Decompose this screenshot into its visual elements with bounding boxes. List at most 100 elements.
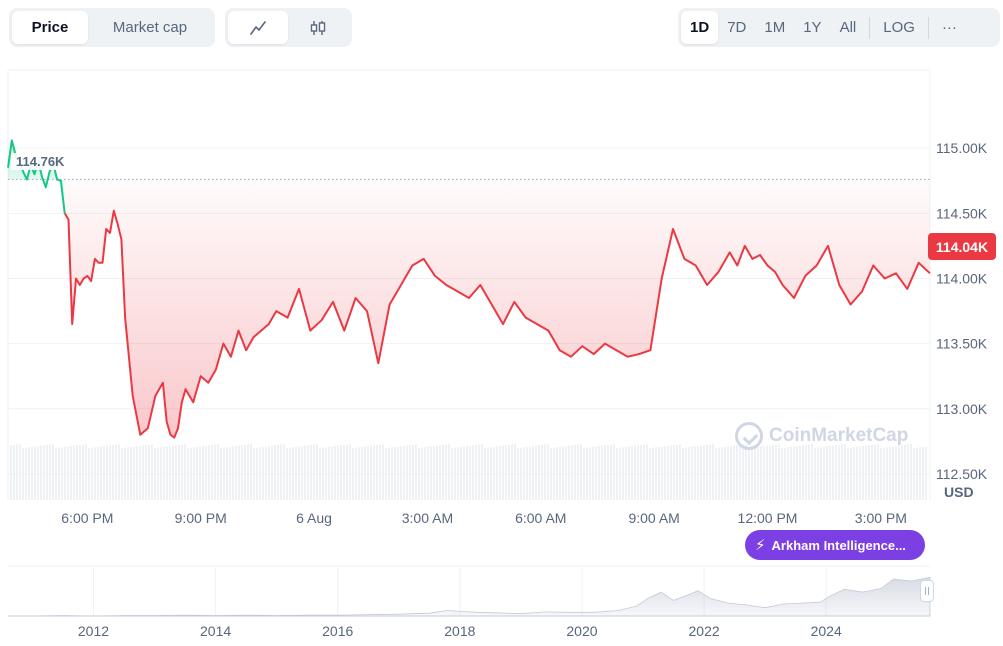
volume-bar: [370, 445, 372, 500]
volume-bar: [844, 444, 846, 500]
navigator-year-label: 2012: [78, 623, 109, 639]
volume-bar: [634, 445, 636, 500]
price-tab[interactable]: Price: [12, 11, 88, 44]
volume-bar: [826, 446, 828, 500]
volume-bar: [787, 447, 789, 500]
volume-bar: [214, 444, 216, 500]
volume-bar: [346, 444, 348, 500]
volume-bar: [571, 445, 573, 500]
volume-bar: [913, 448, 915, 500]
volume-bar: [202, 446, 204, 500]
navigator-year-label: 2020: [566, 623, 597, 639]
y-tick-label: 113.50K: [936, 336, 988, 352]
volume-bar: [664, 446, 666, 500]
y-tick-label: 115.00K: [936, 140, 988, 156]
arkham-label: Arkham Intelligence...: [771, 537, 906, 553]
navigator-handle[interactable]: [920, 580, 934, 602]
volume-bar: [46, 444, 48, 500]
volume-bar: [238, 445, 240, 500]
volume-bar: [484, 448, 486, 500]
volume-bar: [640, 444, 642, 500]
volume-bar: [427, 446, 429, 500]
volume-bar: [70, 446, 72, 500]
market-cap-tab[interactable]: Market cap: [112, 19, 188, 36]
volume-bar: [667, 445, 669, 500]
volume-bar: [109, 445, 111, 500]
volume-bar: [328, 446, 330, 500]
volume-bar: [223, 447, 225, 500]
volume-bar: [673, 444, 675, 500]
volume-bar: [766, 445, 768, 500]
volume-bar: [235, 446, 237, 500]
volume-bar: [334, 446, 336, 500]
volume-bar: [880, 448, 882, 500]
more-options-button[interactable]: ···: [941, 19, 957, 36]
navigator-year-label: 2014: [200, 623, 231, 639]
volume-bar: [829, 446, 831, 500]
range-1m-button[interactable]: 1M: [764, 19, 786, 36]
volume-bar: [367, 446, 369, 500]
volume-bar: [823, 446, 825, 500]
volume-bar: [271, 445, 273, 500]
volume-bar: [796, 446, 798, 500]
candlestick-button[interactable]: [288, 11, 348, 44]
volume-bar: [448, 444, 450, 500]
y-axis: 115.00K 114.50K 114.00K 113.50K 113.00K 112.5…: [936, 140, 988, 482]
range-1y-button[interactable]: 1Y: [803, 19, 822, 36]
navigator-year-label: 2022: [689, 623, 720, 639]
volume-bar: [319, 448, 321, 500]
volume-bar: [100, 446, 102, 500]
volume-bar: [838, 444, 840, 500]
volume-bar: [85, 444, 87, 500]
range-all-button[interactable]: All: [839, 19, 857, 36]
x-tick-label: 9:00 AM: [628, 510, 679, 526]
volume-bar: [61, 447, 63, 500]
volume-bar: [502, 445, 504, 500]
volume-bar: [280, 444, 282, 500]
volume-bar: [244, 444, 246, 500]
volume-bar: [217, 444, 219, 500]
volume-bar: [658, 446, 660, 500]
volume-bar: [730, 446, 732, 500]
toolbar-divider: [927, 16, 929, 39]
volume-bar: [82, 444, 84, 500]
volume-bar: [211, 444, 213, 500]
navigator-year-label: 2018: [444, 623, 475, 639]
volume-bar: [781, 448, 783, 500]
volume-bar: [715, 448, 717, 500]
log-scale-button[interactable]: LOG: [883, 19, 915, 36]
volume-bar: [193, 447, 195, 500]
volume-bar: [364, 446, 366, 500]
volume-bar: [604, 445, 606, 500]
arkham-intelligence-button[interactable]: ⚡ Arkham Intelligence...: [745, 530, 925, 560]
line-chart-button[interactable]: [228, 11, 288, 44]
x-tick-label: 3:00 PM: [855, 510, 907, 526]
range-1d-button[interactable]: 1D: [681, 11, 719, 44]
coinmarketcap-watermark: CoinMarketCap: [735, 422, 908, 450]
volume-bar: [769, 445, 771, 500]
volume-bar: [157, 447, 159, 500]
volume-bar: [130, 446, 132, 500]
volume-bar: [133, 446, 135, 500]
volume-bar: [505, 445, 507, 500]
volume-bar: [496, 446, 498, 500]
volume-bar: [358, 447, 360, 500]
volume-bar: [283, 444, 285, 500]
y-tick-label: 113.00K: [936, 401, 988, 417]
volume-bar: [472, 445, 474, 500]
volume-bar: [439, 445, 441, 500]
volume-bar: [925, 446, 927, 500]
volume-bar: [373, 445, 375, 500]
volume-bar: [877, 444, 879, 500]
volume-bar: [172, 445, 174, 500]
volume-bar: [205, 445, 207, 500]
volume-bar: [490, 447, 492, 500]
volume-bar: [256, 447, 258, 500]
volume-bar: [460, 446, 462, 500]
volume-bar: [709, 444, 711, 500]
volume-bar: [889, 446, 891, 500]
volume-bar: [229, 446, 231, 500]
volume-bar: [394, 446, 396, 500]
range-7d-button[interactable]: 7D: [727, 19, 747, 36]
